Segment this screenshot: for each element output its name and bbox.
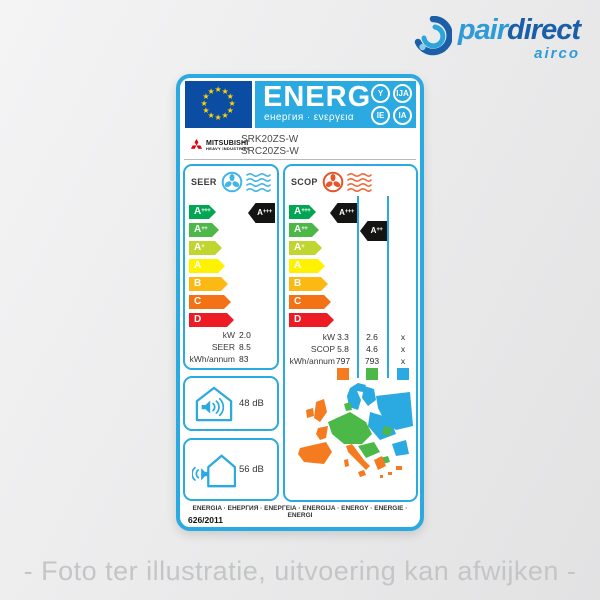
zone-divider-line <box>387 196 389 378</box>
eu-star-icon: ★ <box>207 111 215 121</box>
seer-rating-pointer: A+++ <box>248 203 275 223</box>
seer-value-row: kW 2.0 <box>222 330 251 340</box>
scop-title: SCOP <box>291 177 318 187</box>
scale-arrow-a++: A++ <box>289 223 319 237</box>
scale-arrow-d: D <box>189 313 234 327</box>
caption: - Foto ter illustratie, uitvoering kan a… <box>23 556 577 586</box>
zone-divider-line <box>357 196 359 378</box>
scop-value-row: SCOP 5.8 4.6 x <box>310 344 406 354</box>
scop-scale: A+++ A++ A+ A B C D <box>289 205 334 331</box>
eu-star-icon: ★ <box>214 85 222 94</box>
eu-star-icon: ★ <box>228 99 236 108</box>
outdoor-noise-panel: 56 dB <box>183 438 279 501</box>
model-numbers: SRK20ZS-W SRC20ZS-W <box>241 134 299 158</box>
energ-banner: ENERG енергия · ενεργεια Y IJA IE IA <box>255 81 416 128</box>
scale-arrow-a: A <box>289 259 325 273</box>
scale-arrow-b: B <box>189 277 228 291</box>
brand-subname: HEAVY INDUSTRIES <box>206 146 250 151</box>
divider <box>184 159 416 160</box>
seer-values: kW 2.0 SEER 8.5 kWh/annum 83 <box>185 330 277 366</box>
scale-arrow-d: D <box>289 313 334 327</box>
seer-title: SEER <box>191 177 217 187</box>
heat-fan-icon <box>322 171 344 193</box>
mitsubishi-mark-icon <box>190 139 203 149</box>
house-outdoor-noise-icon <box>192 454 236 487</box>
energ-title: ENERG <box>263 81 372 113</box>
scop-value-row: kWh/annum 797 793 x <box>289 356 406 366</box>
cool-fan-icon <box>221 171 243 193</box>
site-logo: pairdirect airco <box>412 14 581 62</box>
logo-wordmark: pairdirect <box>457 14 581 46</box>
outdoor-noise-value: 56 dB <box>239 464 264 475</box>
logo-swirl-icon <box>414 16 452 56</box>
logo-tagline: airco <box>534 45 580 62</box>
scale-arrow-a++: A++ <box>189 223 219 237</box>
zone-color-square <box>337 368 349 380</box>
scop-value-row: kW 3.3 2.6 x <box>322 332 406 342</box>
scop-rating-pointer-colder: A++ <box>360 221 387 241</box>
seer-panel: SEER <box>183 164 279 370</box>
scale-arrow-a: A <box>189 259 225 273</box>
footer-languages: ENERGIA · ЕНЕРГИЯ · ΕΝΕΡΓΕΙΑ · ENERGIJA … <box>192 505 408 519</box>
logo-word-direct: direct <box>507 14 581 46</box>
scale-arrow-b: B <box>289 277 328 291</box>
indoor-noise-value: 48 dB <box>239 398 264 409</box>
house-indoor-noise-icon <box>195 386 233 421</box>
energy-suffix-circle: IJA <box>393 84 412 103</box>
scale-arrow-c: C <box>189 295 231 309</box>
scop-rating-pointer-average: A+++ <box>330 203 357 223</box>
scale-arrow-c: C <box>289 295 331 309</box>
eu-star-icon: ★ <box>221 86 229 96</box>
energy-suffix-circle: IE <box>371 106 390 125</box>
indoor-noise-panel: 48 dB <box>183 376 279 431</box>
eu-star-icon: ★ <box>214 113 222 122</box>
energy-suffix-circle: Y <box>371 84 390 103</box>
airflow-waves-icon <box>346 173 372 192</box>
eu-star-icon: ★ <box>226 106 234 115</box>
scale-arrow-a+: A+ <box>289 241 322 255</box>
europe-climate-map <box>292 382 414 486</box>
footer-regulation: 626/2011 <box>188 515 223 525</box>
scale-arrow-a+: A+ <box>189 241 222 255</box>
airflow-waves-icon <box>245 173 271 192</box>
scop-panel: SCOP <box>283 164 418 502</box>
energy-suffixes: Y IJA IE IA <box>371 84 412 125</box>
logo-word-pair: pair <box>457 14 508 46</box>
scop-values: kW 3.3 2.6 x SCOP 5.8 4.6 x kWh/annum 797 793 x <box>285 332 416 368</box>
eu-star-icon: ★ <box>202 106 210 115</box>
energy-suffix-circle: IA <box>393 106 412 125</box>
mitsubishi-logo: MITSUBISHI HEAVY INDUSTRIES <box>190 139 250 152</box>
eu-star-icon: ★ <box>226 92 234 101</box>
eu-star-icon: ★ <box>207 86 215 96</box>
zone-color-square <box>366 368 378 380</box>
seer-value-row: SEER 8.5 <box>211 342 251 352</box>
scale-arrow-a+++: A+++ <box>189 205 216 219</box>
model-indoor: SRK20ZS-W <box>241 134 299 145</box>
seer-scale: A+++ A++ A+ A B C D <box>189 205 234 331</box>
eu-star-icon: ★ <box>202 92 210 101</box>
brand-name: MITSUBISHI <box>206 140 249 147</box>
scale-arrow-a+++: A+++ <box>289 205 316 219</box>
model-outdoor: SRC20ZS-W <box>241 146 299 157</box>
seer-value-row: kWh/annum 83 <box>189 354 249 364</box>
eu-flag: ★ ★ ★ ★ ★ ★ ★ ★ ★ ★ ★ ★ <box>185 81 252 128</box>
eu-star-icon: ★ <box>221 111 229 121</box>
energ-subtitle: енергия · ενεργεια <box>264 112 355 123</box>
zone-color-square <box>397 368 409 380</box>
eu-star-icon: ★ <box>200 99 208 108</box>
